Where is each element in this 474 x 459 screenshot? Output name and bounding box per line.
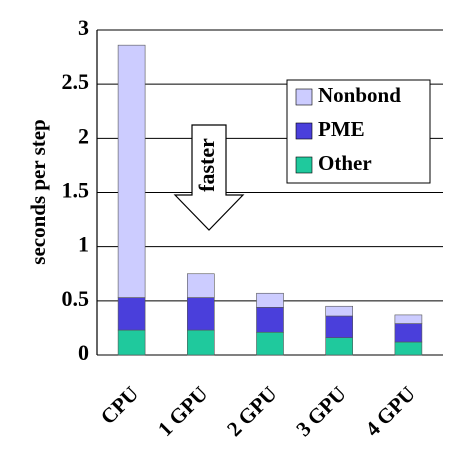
y-tick-label: 3: [78, 15, 89, 40]
bar-segment: [325, 337, 354, 356]
bar-segment: [325, 315, 354, 338]
bar-segment: [325, 305, 354, 317]
bar-segment: [394, 341, 423, 356]
legend-label: Other: [318, 151, 372, 175]
bar-segment: [117, 44, 146, 298]
bar-segment: [117, 329, 146, 356]
y-tick-label: 1: [78, 232, 89, 257]
y-tick-label: 0.5: [62, 286, 90, 311]
bar-segment: [256, 307, 284, 333]
x-tick-label: 1 GPU: [153, 382, 212, 441]
x-tick-label: CPU: [96, 382, 143, 429]
bar-segment: [394, 314, 423, 324]
legend-swatch: [295, 122, 313, 140]
y-tick-label: 1.5: [62, 178, 90, 203]
x-tick-label: 3 GPU: [291, 382, 350, 441]
legend-swatch: [295, 88, 313, 106]
plot-area: [96, 29, 443, 356]
x-tick-label: 4 GPU: [360, 382, 419, 441]
legend-label: PME: [318, 117, 365, 141]
y-tick-label: 0: [78, 340, 89, 365]
annotation: faster: [194, 138, 219, 192]
bar-segment: [256, 331, 284, 356]
y-axis-label: seconds per step: [26, 119, 50, 264]
x-tick-label: 2 GPU: [222, 382, 281, 441]
bar-segment: [187, 297, 215, 331]
arrow: [173, 124, 245, 231]
bar-segment: [187, 329, 215, 356]
bar-segment: [256, 292, 284, 308]
y-tick-label: 2.5: [62, 69, 90, 94]
bar-segment: [187, 273, 215, 298]
legend-label: Nonbond: [318, 83, 401, 107]
y-tick-label: 2: [78, 123, 89, 148]
bar-segment: [394, 323, 423, 343]
legend-swatch: [295, 156, 313, 174]
bar-segment: [117, 297, 146, 331]
